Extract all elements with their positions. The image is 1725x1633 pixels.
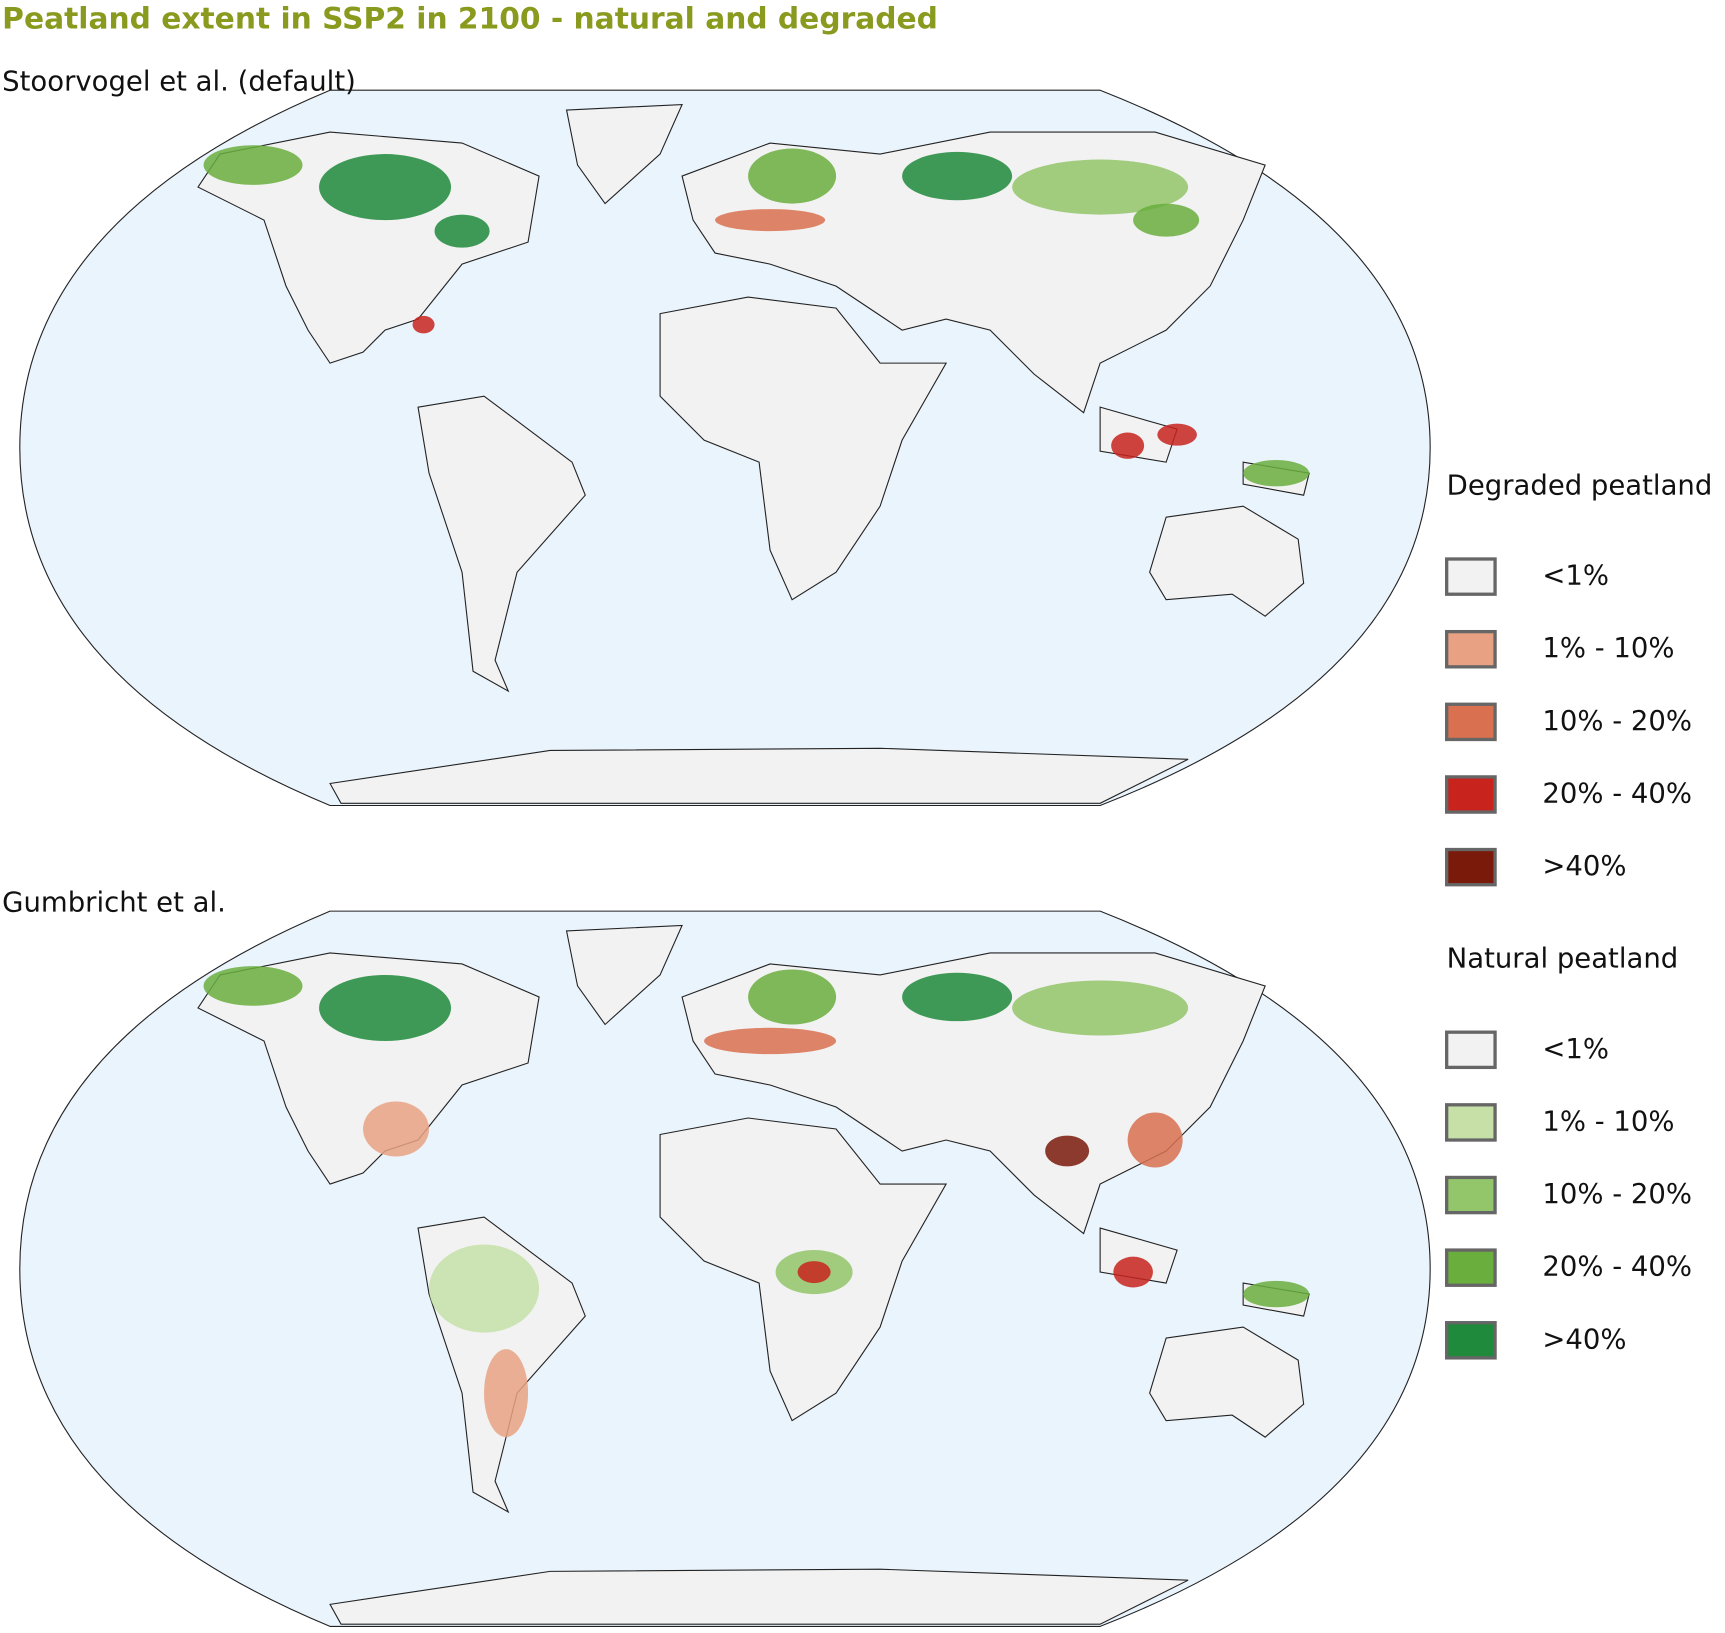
legend-label: 10% - 20% xyxy=(1542,1178,1692,1210)
land xyxy=(417,395,586,693)
land xyxy=(329,1568,1189,1625)
peatland-area xyxy=(1012,159,1189,215)
legend-swatch xyxy=(1445,847,1497,887)
peatland-area xyxy=(704,1027,837,1055)
peatland-area xyxy=(902,972,1013,1022)
legend-swatch xyxy=(1445,775,1497,814)
peatland-area xyxy=(434,214,490,248)
peatland-area xyxy=(319,154,452,221)
peatland-area xyxy=(1127,1112,1183,1168)
world-map: Stoorvogel et al. (default) xyxy=(2,66,1431,807)
legend-label: <1% xyxy=(1542,560,1609,592)
legend-swatch xyxy=(1445,1248,1497,1287)
peatland-area xyxy=(715,209,826,232)
peatland-area xyxy=(1243,459,1310,487)
map-subtitle: Gumbricht et al. xyxy=(2,886,226,918)
legend-label: <1% xyxy=(1542,1033,1609,1065)
legend-swatch xyxy=(1445,557,1497,596)
land xyxy=(659,296,948,601)
peatland-area xyxy=(319,974,452,1041)
legend-title: Natural peatland xyxy=(1447,943,1679,975)
legend-label: >40% xyxy=(1542,1323,1626,1355)
legend-label: 20% - 40% xyxy=(1542,777,1692,809)
legend-label: 10% - 20% xyxy=(1542,705,1692,737)
peatland-area xyxy=(748,148,837,204)
peatland-area xyxy=(484,1349,529,1438)
peatland-area xyxy=(1157,423,1197,446)
land xyxy=(1149,1326,1305,1438)
legend-swatch xyxy=(1445,1175,1497,1215)
peatland-area xyxy=(412,315,435,334)
peatland-area xyxy=(1111,432,1145,459)
legend-swatch xyxy=(1445,1030,1497,1070)
peatland-area xyxy=(1113,1256,1153,1288)
world-map: Gumbricht et al. xyxy=(2,886,1431,1627)
peatland-area xyxy=(902,151,1013,201)
legend-swatch xyxy=(1445,702,1497,742)
peatland-area xyxy=(363,1101,430,1157)
peatland-area xyxy=(1133,203,1200,237)
peatland-area xyxy=(429,1244,540,1333)
land xyxy=(1149,505,1305,617)
peatland-area xyxy=(1012,980,1189,1036)
peatland-area xyxy=(203,966,303,1006)
land xyxy=(565,924,683,1026)
figure-title: Peatland extent in SSP2 in 2100 - natura… xyxy=(2,1,938,36)
land xyxy=(197,131,540,364)
peatland-area xyxy=(1045,1135,1090,1167)
legend-label: >40% xyxy=(1542,850,1626,882)
legend-swatch xyxy=(1445,1321,1497,1360)
legend-swatch xyxy=(1445,629,1497,669)
peatland-area xyxy=(748,969,837,1025)
legend-label: 1% - 10% xyxy=(1542,1105,1674,1137)
land xyxy=(329,747,1189,804)
map-subtitle: Stoorvogel et al. (default) xyxy=(2,66,356,98)
legend-label: 1% - 10% xyxy=(1542,632,1674,664)
legend-label: 20% - 40% xyxy=(1542,1251,1692,1283)
legend-title: Degraded peatland xyxy=(1447,469,1713,501)
peatland-area xyxy=(1243,1280,1310,1308)
peatland-area xyxy=(203,145,303,185)
legend-swatch xyxy=(1445,1103,1497,1142)
land xyxy=(565,103,683,205)
peatland-area xyxy=(797,1261,831,1284)
